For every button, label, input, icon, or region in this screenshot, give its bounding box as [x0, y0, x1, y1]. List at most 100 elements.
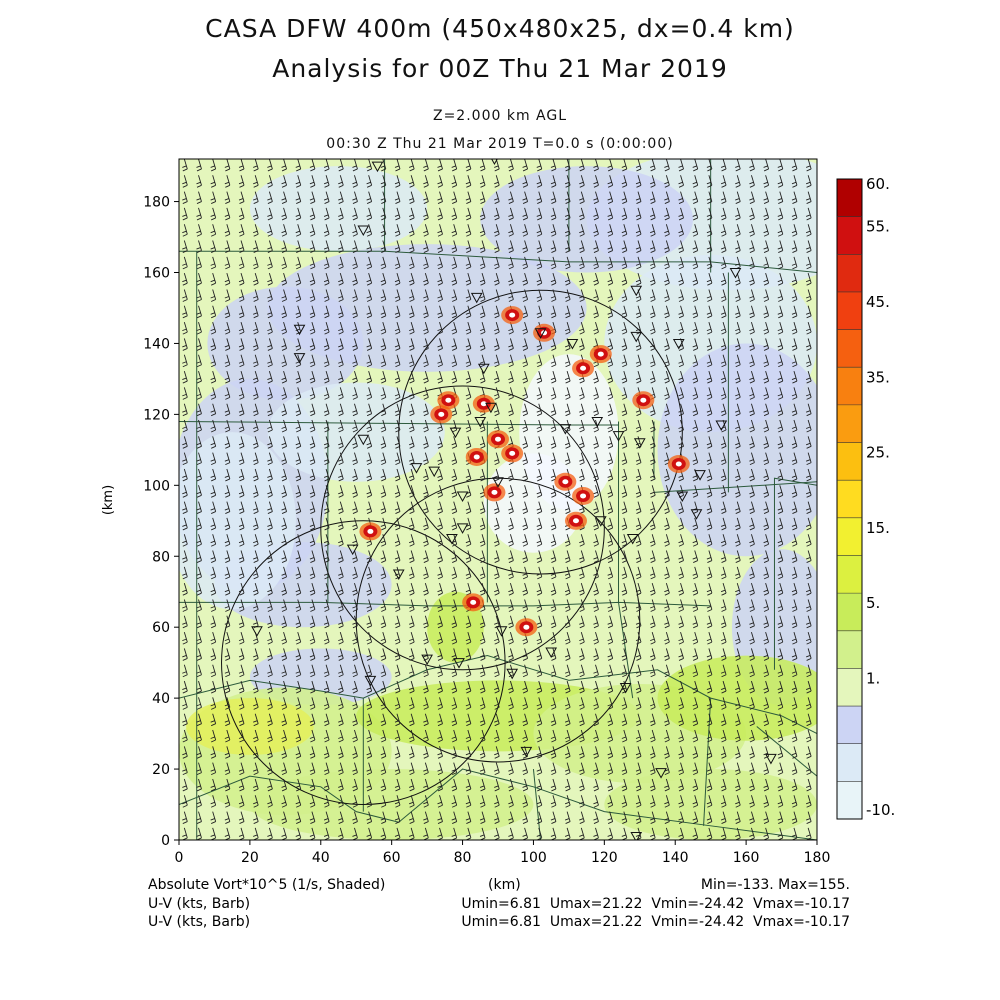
wind-barb	[564, 566, 571, 580]
wind-barb	[224, 648, 231, 661]
wind-barb	[763, 762, 770, 776]
wind-barb	[692, 534, 699, 547]
wind-barb	[720, 795, 727, 808]
wind-barb	[494, 566, 500, 580]
wind-barb	[295, 680, 302, 694]
wind-barb	[692, 517, 699, 531]
wind-barb	[749, 795, 755, 808]
wind-barb	[323, 811, 330, 825]
wind-barb	[564, 256, 571, 270]
wind-barb	[550, 599, 557, 612]
wind-barb	[579, 387, 585, 400]
shading-region	[604, 769, 817, 840]
wind-barb	[380, 811, 387, 825]
wind-barb	[664, 713, 670, 727]
wind-barb	[650, 273, 656, 286]
wind-barb	[394, 224, 401, 237]
wind-barb	[550, 403, 557, 417]
wind-barb	[238, 664, 245, 678]
wind-barb	[465, 534, 472, 547]
wind-barb	[267, 778, 273, 792]
wind-barb	[621, 631, 628, 645]
wind-barb	[579, 403, 585, 417]
wind-barb	[678, 403, 684, 417]
vorticity-center	[473, 454, 480, 460]
wind-barb	[380, 648, 387, 661]
station-marker	[470, 292, 483, 304]
wind-barb	[635, 680, 642, 694]
wind-barb	[692, 321, 699, 335]
wind-barb	[423, 256, 429, 270]
wind-barb	[692, 403, 699, 417]
wind-barb	[182, 778, 188, 792]
wind-barb	[253, 403, 259, 417]
wind-barb	[522, 436, 529, 449]
wind-barb	[564, 631, 571, 645]
wind-barb	[437, 713, 443, 727]
wind-barb	[763, 207, 770, 221]
wind-barb	[692, 436, 699, 449]
wind-barb	[635, 354, 642, 368]
wind-barb	[423, 175, 429, 188]
wind-barb	[253, 321, 259, 335]
wind-barb	[182, 583, 188, 596]
station-marker	[392, 569, 405, 581]
wind-barb	[182, 452, 188, 466]
wind-barb	[338, 224, 344, 237]
wind-barb	[352, 452, 358, 466]
wind-barb	[366, 631, 373, 645]
wind-barb	[805, 778, 812, 792]
wind-barb	[465, 419, 472, 433]
wind-barb	[352, 566, 358, 580]
wind-barb	[238, 729, 245, 743]
wind-barb	[394, 599, 401, 612]
wind-barb	[664, 631, 670, 645]
x-tick-label: 120	[591, 850, 618, 866]
wind-barb	[593, 273, 599, 286]
wind-barb	[295, 224, 302, 237]
colorbar-segment	[837, 743, 862, 782]
wind-barb	[508, 338, 514, 351]
wind-barb	[210, 452, 217, 466]
wind-barb	[437, 159, 443, 172]
wind-barb	[720, 501, 727, 515]
wind-barb	[635, 615, 642, 629]
wind-barb	[763, 778, 770, 792]
wind-barb	[267, 566, 273, 580]
wind-barb	[224, 224, 231, 237]
wind-barb	[479, 746, 486, 759]
wind-barb	[281, 175, 287, 188]
wind-barb	[352, 224, 358, 237]
wind-barb	[720, 468, 727, 482]
wind-barb	[352, 273, 358, 286]
wind-barb	[210, 811, 217, 825]
wind-barb	[494, 746, 500, 759]
wind-barb	[281, 534, 287, 547]
wind-barb	[508, 191, 514, 205]
wind-barb	[650, 648, 656, 661]
wind-barb	[366, 224, 373, 237]
wind-barb	[706, 370, 713, 384]
wind-barb	[238, 795, 245, 808]
station-marker	[559, 424, 572, 435]
wind-barb	[791, 534, 798, 547]
wind-barb	[692, 175, 699, 188]
wind-barb	[380, 762, 387, 776]
wind-barb	[692, 648, 699, 661]
wind-barb	[536, 175, 543, 188]
wind-barb	[182, 159, 188, 172]
wind-barb	[791, 289, 798, 302]
wind-barb	[196, 354, 202, 368]
wind-barb	[650, 615, 656, 629]
wind-barb	[692, 664, 699, 678]
wind-barb	[323, 273, 330, 286]
wind-barb	[366, 207, 373, 221]
wind-barb	[735, 566, 741, 580]
wind-barb	[664, 615, 670, 629]
wind-barb	[366, 599, 373, 612]
wind-barb	[394, 436, 401, 449]
wind-barb	[465, 354, 472, 368]
vorticity-center	[438, 411, 445, 417]
wind-barb	[394, 762, 401, 776]
wind-barb	[805, 403, 812, 417]
